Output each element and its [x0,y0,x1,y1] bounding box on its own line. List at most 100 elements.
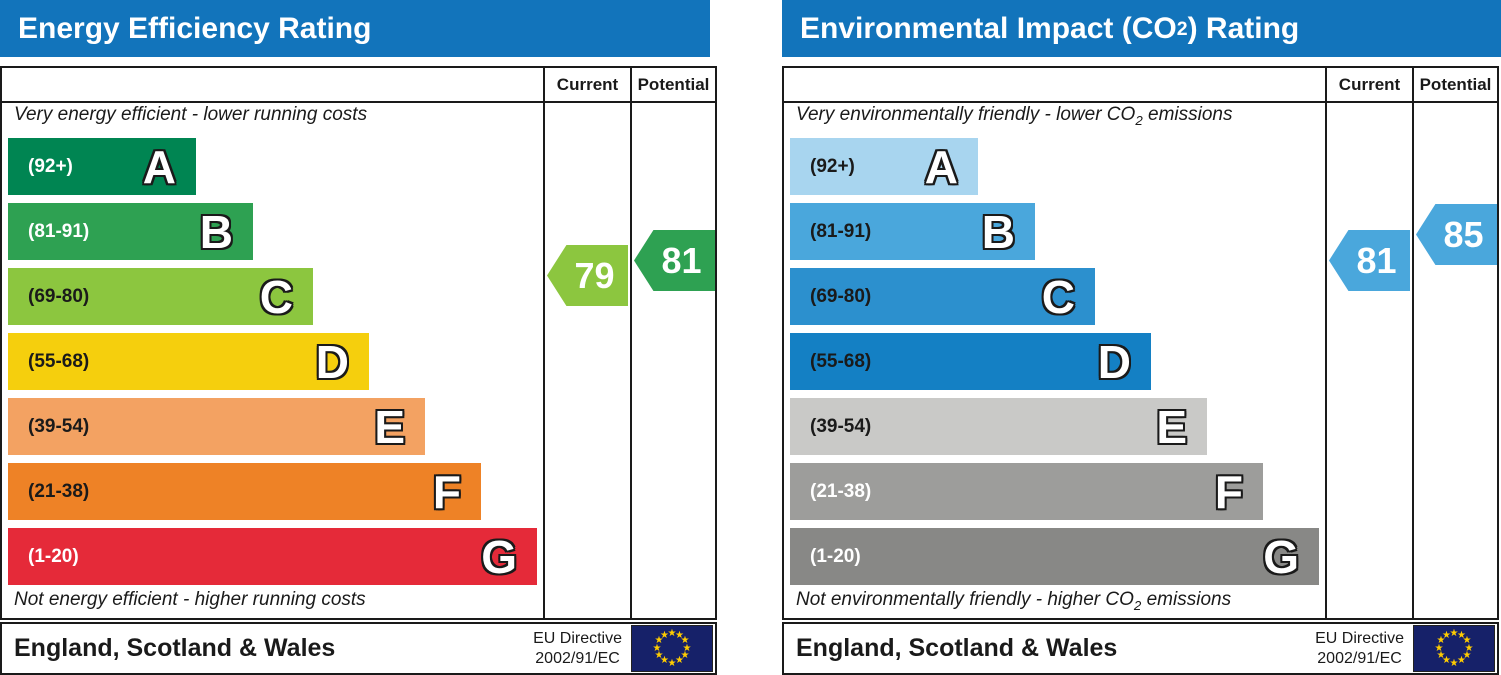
eu-star-icon: ★ [680,635,690,646]
band-row-e: (39-54) E [8,398,543,455]
region-label: England, Scotland & Wales [796,634,1118,662]
band-letter: D [315,335,349,388]
top-note-text: Very environmentally friendly - lower CO [796,104,1136,125]
eu-star-icon: ★ [1464,642,1474,654]
potential-column-divider [1412,68,1414,618]
eu-directive-line2: 2002/91/EC [535,649,620,667]
environmental-impact-panel: Environmental Impact (CO 2) Rating Curren… [782,0,1501,675]
eu-star-icon: ★ [1449,657,1459,669]
band-row-d: (55-68) D [790,333,1325,390]
band-bar-a: (92+) A [8,138,196,195]
band-bar-c: (69-80) C [8,268,313,325]
band-letter: G [1263,530,1299,583]
eu-star-icon: ★ [654,650,664,661]
band-letter: A [924,140,958,193]
top-note-text: Very energy efficient - lower running co… [14,104,368,125]
band-row-c: (69-80) C [8,268,543,325]
eu-star-icon: ★ [660,655,669,667]
eu-star-icon: ★ [1462,635,1472,646]
band-letter: F [432,465,461,518]
footer: England, Scotland & Wales EU Directive 2… [782,622,1499,675]
eu-star-icon: ★ [660,629,669,641]
current-column-divider [1325,68,1327,618]
bottom-note-subscript: 2 [1133,597,1142,613]
potential-rating-value: 85 [1443,213,1484,255]
eu-star-icon: ★ [1436,635,1446,646]
eu-star-icon: ★ [1436,650,1446,661]
table-header-row [2,68,715,103]
band-bar-e: (39-54) E [8,398,425,455]
band-letter: D [1097,335,1131,388]
potential-column-header: Potential [637,75,710,94]
band-row-e: (39-54) E [790,398,1325,455]
eu-star-icon: ★ [1449,627,1459,639]
eu-star-icon: ★ [654,635,664,646]
eu-directive-line1: EU Directive [1315,629,1404,647]
potential-column-header: Potential [1419,75,1492,94]
band-bar-d: (55-68) D [790,333,1151,390]
current-rating-value: 79 [574,254,615,296]
footer: England, Scotland & Wales EU Directive 2… [0,622,717,675]
band-range-label: (39-54) [810,415,872,437]
region-label: England, Scotland & Wales [14,634,336,662]
band-range-label: (21-38) [28,480,90,502]
band-range-label: (69-80) [810,285,872,307]
band-letter: B [981,205,1015,258]
band-letter: A [142,140,176,193]
panel-title-text: Energy Efficiency Rating [18,11,372,45]
band-range-label: (81-91) [810,220,872,242]
potential-rating-arrow: 81 [634,230,715,291]
band-range-label: (92+) [810,155,855,177]
potential-column-divider [630,68,632,618]
eu-star-icon: ★ [682,642,692,654]
band-bar-g: (1-20) G [8,528,537,585]
band-bar-e: (39-54) E [790,398,1207,455]
eu-star-icon: ★ [667,627,677,639]
band-range-label: (21-38) [810,480,872,502]
band-range-label: (39-54) [28,415,90,437]
band-letter: C [1041,270,1075,323]
band-bar-b: (81-91) B [790,203,1035,260]
band-row-g: (1-20) G [790,528,1325,585]
eu-star-icon: ★ [667,657,677,669]
table-header-row [784,68,1497,103]
band-range-label: (69-80) [28,285,90,307]
bottom-note: Not energy efficient - higher running co… [14,589,366,611]
band-bar-g: (1-20) G [790,528,1319,585]
bottom-note-text: Not environmentally friendly - higher CO [796,589,1134,610]
panel-title-text-end: ) Rating [1187,11,1300,45]
eu-star-icon: ★ [675,629,684,641]
eu-star-icon: ★ [1442,655,1451,667]
band-letter: F [1214,465,1243,518]
band-bar-f: (21-38) F [8,463,481,520]
band-range-label: (55-68) [28,350,90,372]
band-bar-c: (69-80) C [790,268,1095,325]
band-row-g: (1-20) G [8,528,543,585]
band-letter: B [199,205,233,258]
band-range-label: (81-91) [28,220,90,242]
eu-directive-label: EU Directive 2002/91/EC [1315,629,1404,669]
panel-title: Environmental Impact (CO 2) Rating [782,0,1501,57]
top-note: Very energy efficient - lower running co… [14,104,367,126]
band-letter: E [1156,400,1187,453]
band-row-f: (21-38) F [8,463,543,520]
eu-flag-icon: ★ ★ ★ ★ ★ ★ ★ ★ ★ ★ ★ ★ [631,625,713,672]
bottom-note-text-end: emissions [1141,589,1232,610]
current-column-divider [543,68,545,618]
eu-star-icon: ★ [1462,650,1472,661]
band-row-a: (92+) A [8,138,543,195]
band-letter: C [259,270,293,323]
current-rating-arrow: 81 [1329,230,1410,291]
band-range-label: (1-20) [28,545,79,567]
top-note-subscript: 2 [1135,112,1143,128]
eu-star-icon: ★ [1442,629,1451,641]
band-range-label: (92+) [28,155,73,177]
band-letter: E [374,400,405,453]
current-column-header: Current [556,75,619,94]
energy-efficiency-panel: Energy Efficiency Rating Current Potenti… [0,0,719,675]
band-row-b: (81-91) B [8,203,543,260]
eu-star-icon: ★ [1434,642,1444,654]
rating-table: Current Potential Very environmentally f… [782,66,1499,620]
eu-directive-label: EU Directive 2002/91/EC [533,629,622,669]
potential-rating-arrow: 85 [1416,204,1497,265]
